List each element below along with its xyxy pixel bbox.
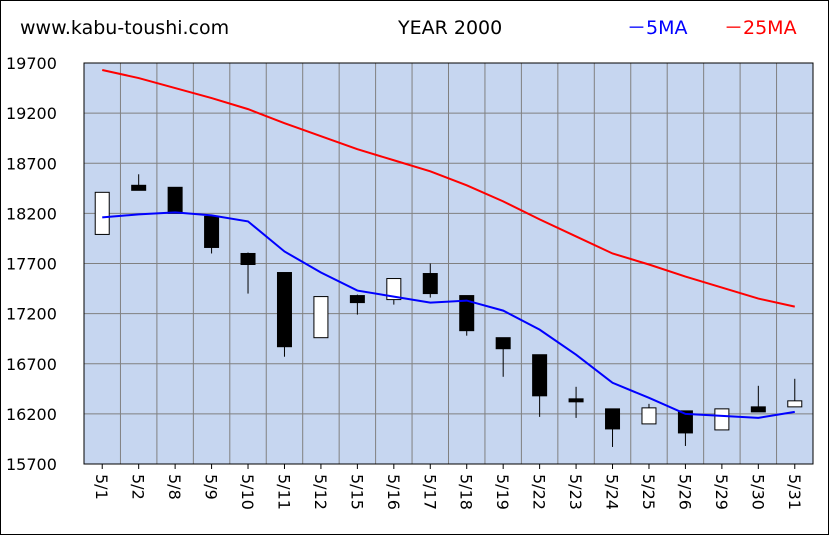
candle-body-up	[313, 296, 329, 339]
candle	[714, 408, 730, 431]
x-tick-label: 5/19	[493, 474, 512, 510]
x-tick-label: 5/2	[129, 474, 148, 500]
candle-body-up	[94, 191, 110, 235]
candle-body-down	[568, 398, 584, 403]
x-tick-label: 5/12	[311, 474, 330, 510]
candle-body-up	[787, 400, 803, 408]
y-tick-label: 18700	[6, 154, 57, 173]
series-line-5ma	[102, 211, 795, 419]
y-tick-label: 18200	[6, 204, 57, 223]
candle	[641, 403, 657, 425]
plot-border	[83, 62, 814, 465]
x-tick-label: 5/31	[785, 474, 804, 510]
candle	[787, 378, 803, 408]
candle-body-up	[386, 278, 402, 301]
x-tick-label: 5/8	[165, 474, 184, 500]
y-tick-label: 17700	[6, 255, 57, 274]
candle-body-down	[605, 408, 621, 430]
x-tick-label: 5/25	[639, 474, 658, 510]
candle	[167, 186, 183, 214]
x-tick-label: 5/22	[530, 474, 549, 510]
candle-body-down	[276, 272, 292, 348]
x-tick-label: 5/9	[202, 474, 221, 500]
candle	[568, 386, 584, 418]
candle	[605, 408, 621, 447]
candle	[94, 191, 110, 235]
candle-body-down	[532, 354, 548, 397]
candle-body-up	[714, 408, 730, 431]
candle	[276, 272, 292, 357]
candle-body-up	[641, 407, 657, 425]
candle-body-down	[750, 406, 766, 413]
candle	[495, 337, 511, 377]
x-tick-label: 5/1	[92, 474, 111, 500]
candle	[677, 410, 693, 446]
legend-5ma: －5MA	[627, 17, 688, 39]
candle-body-down	[677, 410, 693, 434]
y-tick-label: 16700	[6, 355, 57, 374]
y-tick-label: 19700	[6, 54, 57, 73]
candle	[313, 296, 329, 339]
candle	[750, 385, 766, 413]
x-tick-label: 5/18	[457, 474, 476, 510]
x-tick-label: 5/10	[238, 474, 257, 510]
x-tick-label: 5/16	[384, 474, 403, 510]
x-tick-label: 5/29	[712, 474, 731, 510]
candle-body-down	[167, 186, 183, 214]
candle-body-down	[240, 252, 256, 266]
x-tick-label: 5/23	[566, 474, 585, 510]
candle	[422, 263, 438, 298]
candle	[240, 252, 256, 294]
candle	[459, 295, 475, 336]
candle-body-down	[495, 337, 511, 350]
site-name: www.kabu-toushi.com	[20, 17, 230, 39]
candle	[386, 278, 402, 305]
series-line-25ma	[102, 69, 795, 308]
candle	[131, 174, 147, 191]
y-tick-label: 16200	[6, 405, 57, 424]
chart-title: YEAR 2000	[398, 17, 503, 39]
x-tick-label: 5/30	[748, 474, 767, 510]
candle-body-down	[422, 273, 438, 295]
x-tick-label: 5/24	[603, 474, 622, 510]
candle-body-down	[131, 184, 147, 191]
candle-body-down	[349, 295, 365, 304]
candle	[349, 294, 365, 315]
y-tick-label: 17200	[6, 305, 57, 324]
y-tick-label: 15700	[6, 455, 57, 474]
legend-25ma: －25MA	[724, 17, 797, 39]
candle	[204, 215, 220, 254]
x-tick-label: 5/11	[274, 474, 293, 510]
candle-body-down	[204, 215, 220, 248]
x-tick-label: 5/26	[675, 474, 694, 510]
candle	[532, 354, 548, 417]
candle-body-down	[459, 295, 475, 332]
x-tick-label: 5/17	[420, 474, 439, 510]
x-tick-label: 5/15	[347, 474, 366, 510]
y-tick-label: 19200	[6, 104, 57, 123]
